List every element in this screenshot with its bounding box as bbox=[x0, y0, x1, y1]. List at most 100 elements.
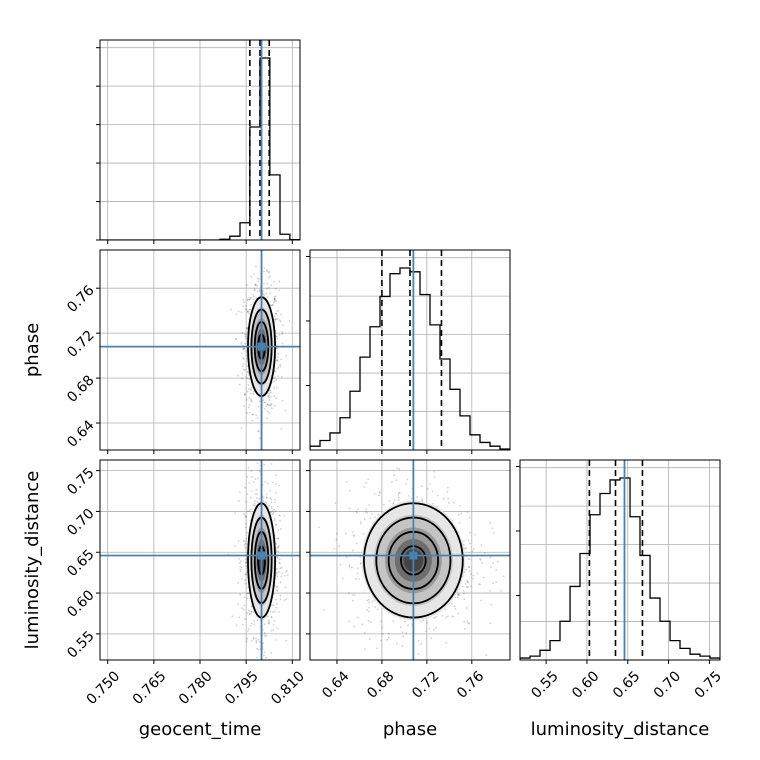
sample-point bbox=[489, 556, 492, 559]
sample-point bbox=[238, 383, 241, 386]
sample-point bbox=[467, 621, 470, 624]
sample-point bbox=[368, 610, 370, 613]
sample-point bbox=[258, 497, 261, 500]
sample-point bbox=[390, 480, 393, 483]
sample-point bbox=[246, 326, 249, 329]
x-tick-label: 0.750 bbox=[84, 668, 124, 708]
sample-point bbox=[244, 546, 246, 549]
sample-point bbox=[275, 571, 278, 574]
sample-point bbox=[258, 277, 261, 280]
sample-point bbox=[280, 428, 283, 430]
sample-point bbox=[482, 576, 485, 579]
sample-point bbox=[281, 342, 284, 345]
sample-point bbox=[371, 600, 374, 603]
sample-point bbox=[276, 505, 279, 508]
sample-point bbox=[457, 593, 460, 596]
sample-point bbox=[445, 616, 448, 619]
sample-point bbox=[239, 565, 242, 568]
sample-point bbox=[266, 270, 269, 273]
sample-point bbox=[277, 352, 280, 355]
sample-point bbox=[277, 550, 280, 553]
sample-point bbox=[250, 512, 252, 515]
sample-point bbox=[247, 592, 250, 595]
sample-point bbox=[283, 514, 286, 517]
sample-point bbox=[267, 615, 269, 618]
sample-point bbox=[253, 289, 256, 292]
sample-point bbox=[366, 609, 368, 611]
sample-point bbox=[250, 386, 253, 389]
sample-point bbox=[404, 620, 406, 623]
sample-point bbox=[279, 515, 281, 517]
panel-content bbox=[520, 460, 720, 660]
sample-point bbox=[275, 482, 278, 485]
sample-point bbox=[275, 347, 278, 350]
sample-point bbox=[246, 612, 249, 614]
sample-point bbox=[281, 333, 284, 336]
sample-point bbox=[248, 308, 251, 311]
sample-point bbox=[368, 638, 371, 641]
sample-point bbox=[348, 507, 351, 510]
sample-point bbox=[248, 509, 251, 512]
sample-point bbox=[240, 341, 243, 344]
sample-point bbox=[285, 597, 288, 600]
panel-content bbox=[310, 460, 510, 660]
sample-point bbox=[359, 563, 362, 565]
sample-point bbox=[265, 497, 268, 500]
sample-point bbox=[447, 502, 450, 504]
panel-content bbox=[100, 460, 300, 660]
sample-point bbox=[278, 319, 281, 322]
sample-point bbox=[257, 405, 260, 408]
sample-point bbox=[277, 537, 280, 540]
sample-point bbox=[248, 312, 251, 315]
sample-point bbox=[248, 609, 250, 612]
sample-point bbox=[457, 612, 459, 615]
sample-point bbox=[454, 607, 457, 610]
sample-point bbox=[246, 377, 249, 380]
x-tick-label: 0.765 bbox=[130, 668, 170, 708]
sample-point bbox=[333, 547, 336, 550]
sample-point bbox=[268, 286, 270, 289]
sample-point bbox=[248, 482, 251, 484]
sample-point bbox=[274, 295, 277, 298]
sample-point bbox=[393, 474, 395, 477]
sample-point bbox=[275, 639, 278, 641]
sample-point bbox=[275, 299, 277, 302]
sample-point bbox=[240, 427, 243, 430]
sample-point bbox=[397, 496, 400, 499]
sample-point bbox=[278, 561, 281, 564]
sample-point bbox=[270, 616, 273, 619]
sample-point bbox=[274, 312, 277, 315]
sample-point bbox=[270, 511, 272, 514]
y-tick-label: 0.72 bbox=[64, 327, 97, 360]
sample-point bbox=[262, 497, 265, 499]
sample-point bbox=[266, 403, 269, 405]
sample-point bbox=[420, 620, 422, 623]
sample-point bbox=[273, 297, 276, 300]
sample-point bbox=[273, 318, 276, 321]
sample-point bbox=[270, 395, 273, 398]
truth-marker bbox=[257, 551, 266, 560]
sample-point bbox=[472, 548, 475, 550]
sample-point bbox=[275, 606, 278, 609]
sample-point bbox=[258, 640, 261, 643]
sample-point bbox=[256, 475, 258, 477]
sample-point bbox=[279, 594, 282, 597]
sample-point bbox=[251, 476, 253, 478]
sample-point bbox=[366, 512, 369, 514]
sample-point bbox=[248, 613, 251, 616]
sample-point bbox=[245, 561, 248, 564]
sample-point bbox=[476, 572, 479, 575]
sample-point bbox=[388, 632, 390, 635]
sample-point bbox=[322, 608, 325, 611]
sample-point bbox=[262, 293, 265, 296]
sample-point bbox=[252, 480, 255, 483]
sample-point bbox=[265, 405, 268, 407]
sample-point bbox=[258, 470, 261, 473]
sample-point bbox=[500, 590, 503, 592]
sample-point bbox=[275, 523, 278, 526]
sample-point bbox=[247, 298, 249, 301]
sample-point bbox=[248, 403, 251, 406]
panel-frame bbox=[519, 459, 721, 661]
sample-point bbox=[267, 396, 270, 399]
sample-point bbox=[457, 513, 460, 516]
